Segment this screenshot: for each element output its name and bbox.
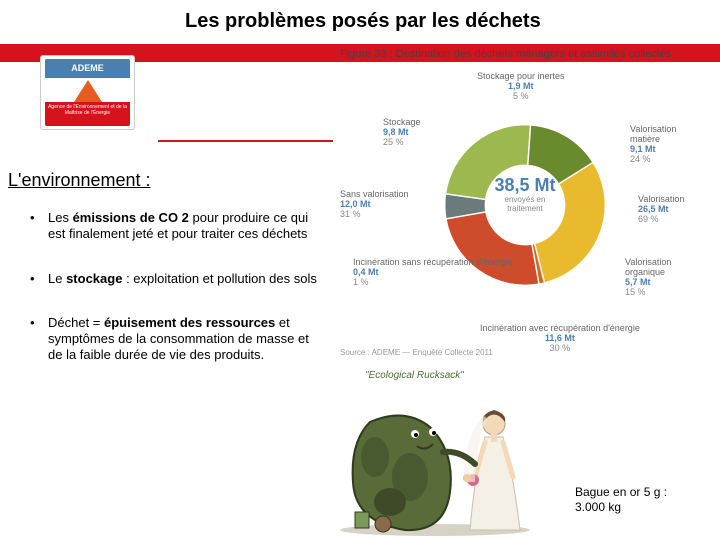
donut-center: 38,5 Mt envoyés en traitement — [490, 175, 560, 235]
ademe-logo: ADEME Agence de l'Environnement et de la… — [40, 55, 135, 130]
ring-line1: Bague en or 5 g : — [575, 485, 667, 499]
chart-source: Source : ADEME — Enquête Collecte 2011 — [340, 348, 493, 357]
sack-pupil-icon — [432, 431, 436, 435]
rucksack-cartoon: "Ecological Rucksack" — [335, 370, 540, 535]
bullet-post: : exploitation et pollution des sols — [122, 271, 316, 286]
ring-caption: Bague en or 5 g : 3.000 kg — [575, 485, 667, 515]
donut-center-value: 38,5 Mt — [490, 175, 560, 196]
logo-mid — [45, 78, 130, 102]
sack-pupil-icon — [414, 433, 418, 437]
bullet-bold: émissions de CO 2 — [73, 210, 189, 225]
can-icon — [375, 516, 391, 532]
slice-label: Valorisation matière9,1 Mt24 % — [630, 125, 695, 165]
bullet-bold: épuisement des ressources — [104, 315, 275, 330]
section-title: L'environnement : — [8, 170, 151, 191]
page-title: Les problèmes posés par les déchets — [185, 10, 541, 33]
rucksack-svg — [335, 382, 540, 537]
slice-label: Incinération sans récupération d'énergie… — [353, 258, 513, 288]
bullet-item: Le stockage : exploitation et pollution … — [30, 271, 320, 287]
bullet-item: Déchet = épuisement des ressources et sy… — [30, 315, 320, 364]
sack-lump-icon — [361, 437, 389, 477]
bullet-bold: stockage — [66, 271, 122, 286]
bullet-pre: Les — [48, 210, 73, 225]
bullet-item: Les émissions de CO 2 pour produire ce q… — [30, 210, 320, 243]
slice-label: Incinération avec récupération d'énergie… — [480, 324, 640, 354]
logo-name: ADEME — [45, 59, 130, 78]
slice-label: Stockage9,8 Mt25 % — [383, 118, 421, 148]
slice-label: Stockage pour inertes1,9 Mt5 % — [477, 72, 565, 102]
sack-lump-icon — [374, 488, 406, 516]
figure-caption: Figure 33 : Destination des déchets ména… — [340, 48, 671, 60]
bullet-pre: Le — [48, 271, 66, 286]
ring-line2: 3.000 kg — [575, 500, 621, 514]
bullet-pre: Déchet = — [48, 315, 104, 330]
slice-label: Sans valorisation12,0 Mt31 % — [340, 190, 409, 220]
donut-chart: 38,5 Mt envoyés en traitement Stockage p… — [375, 80, 695, 340]
rucksack-title: "Ecological Rucksack" — [365, 370, 464, 381]
bride-icon — [463, 410, 520, 530]
bullet-list: Les émissions de CO 2 pour produire ce q… — [30, 210, 320, 392]
donut-center-sub: envoyés en traitement — [490, 196, 560, 214]
logo-tagline: Agence de l'Environnement et de la Maîtr… — [45, 102, 130, 126]
logo-underline — [158, 140, 333, 142]
barrel-icon — [355, 512, 369, 528]
slice-label: Valorisation26,5 Mt69 % — [638, 195, 684, 225]
logo-triangle-icon — [74, 80, 102, 102]
slice-label: Valorisation organique5,7 Mt15 % — [625, 258, 695, 298]
